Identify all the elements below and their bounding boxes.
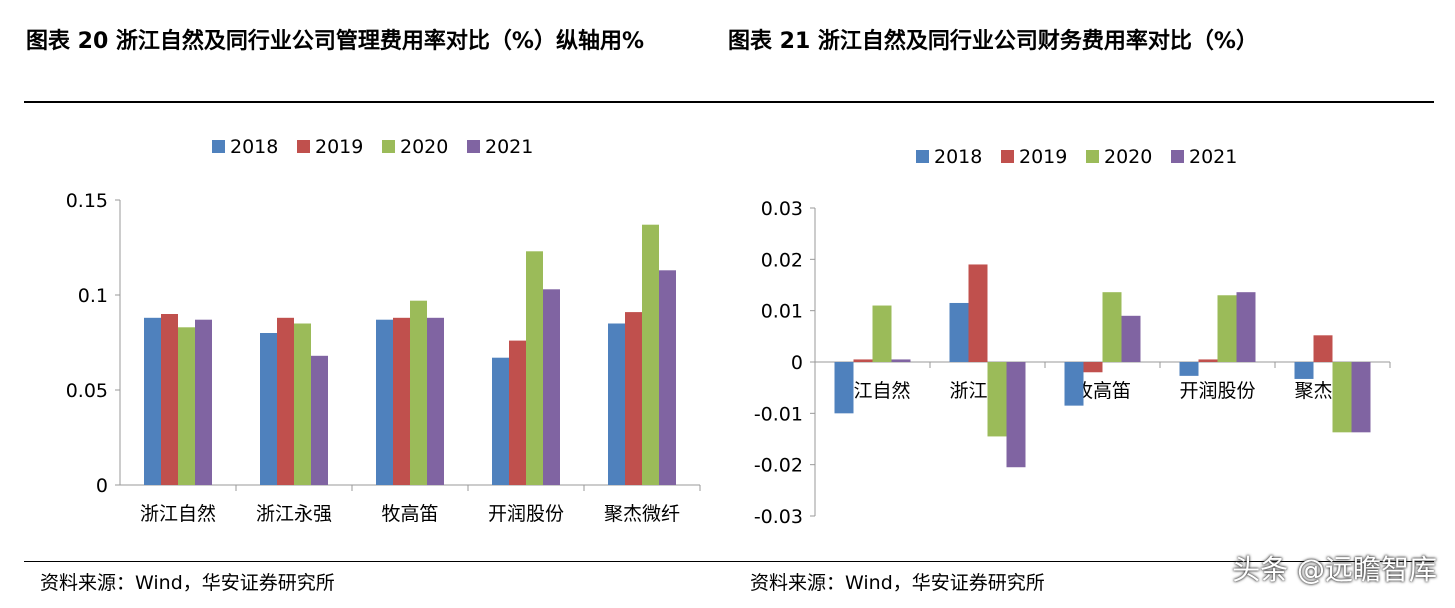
chart2-legend-swatch-2019 — [1001, 150, 1014, 163]
chart1-y-tick-label: 0 — [96, 475, 108, 497]
chart2-category-label: 牧高笛 — [1074, 380, 1131, 402]
chart2-legend-label: 2018 — [934, 146, 982, 168]
chart1-category-label: 聚杰微纤 — [604, 503, 680, 525]
chart1-legend-label: 2019 — [315, 136, 363, 158]
chart2-bar-2018 — [1179, 362, 1199, 376]
chart2-bar-2019 — [1083, 362, 1103, 373]
chart1-bar-2018 — [144, 317, 161, 485]
watermark: 头条 @远瞻智库 — [1232, 553, 1437, 586]
chart1-y-tick-label: 0.1 — [78, 285, 108, 307]
bottom-divider — [24, 561, 1434, 562]
chart2-bar-2019 — [1198, 359, 1218, 362]
chart2-y-tick-label: 0.01 — [761, 301, 803, 323]
chart1-category-label: 浙江自然 — [140, 503, 216, 525]
chart2-legend-swatch-2020 — [1086, 150, 1099, 163]
chart2-bar-2020 — [987, 362, 1007, 437]
chart1-legend-swatch-2018 — [212, 140, 225, 153]
top-divider — [24, 101, 1434, 103]
chart1-category-label: 开润股份 — [488, 503, 564, 525]
left-chart-title: 图表 20 浙江自然及同行业公司管理费用率对比（%）纵轴用% — [26, 29, 645, 54]
chart2-bar-2020 — [1217, 295, 1237, 362]
chart1-bar-2021 — [543, 289, 560, 485]
chart2-legend-label: 2021 — [1189, 146, 1237, 168]
chart1-bar-2021 — [659, 270, 676, 485]
chart1-category-label: 浙江永强 — [256, 503, 332, 525]
chart1-bar-2020 — [526, 251, 543, 485]
chart2-bar-2021 — [1351, 362, 1371, 433]
chart1-bar-2021 — [311, 355, 328, 485]
chart2-y-tick-label: 0.02 — [761, 249, 803, 271]
chart2-bar-2020 — [872, 305, 892, 362]
chart2-y-tick-label: 0 — [791, 352, 803, 374]
chart2-category-label: 开润股份 — [1179, 380, 1255, 402]
chart1-bar-2018 — [608, 323, 625, 485]
chart1-bar-2018 — [260, 333, 277, 485]
chart1-bar-2021 — [195, 319, 212, 485]
chart2-legend-swatch-2018 — [916, 150, 929, 163]
chart1-bar-2019 — [625, 312, 642, 485]
chart1-bar-2020 — [642, 224, 659, 485]
chart1-bar-2019 — [509, 340, 526, 485]
chart2-legend-label: 2020 — [1104, 146, 1152, 168]
chart2-y-tick-label: -0.03 — [754, 506, 803, 528]
chart2-y-tick-label: 0.03 — [761, 198, 803, 220]
chart1-bar-2020 — [410, 300, 427, 485]
chart2-bar-2021 — [1121, 315, 1141, 362]
chart2-bar-2021 — [1006, 362, 1026, 468]
chart2-bar-2021 — [891, 359, 911, 362]
chart2-bar-2018 — [1064, 362, 1084, 406]
chart1-bar-2019 — [393, 317, 410, 485]
chart1-legend-swatch-2019 — [297, 140, 310, 153]
chart1-bar-2019 — [277, 317, 294, 485]
chart2-bar-2019 — [853, 359, 873, 362]
right-source: 资料来源：Wind，华安证券研究所 — [750, 572, 1045, 594]
chart2-bar-2019 — [1313, 335, 1333, 362]
chart1-y-tick-label: 0.05 — [66, 380, 108, 402]
chart1-bar-2021 — [427, 317, 444, 485]
chart2-bar-2019 — [968, 264, 988, 362]
right-chart-title: 图表 21 浙江自然及同行业公司财务费用率对比（%） — [728, 29, 1258, 54]
chart2-bar-2021 — [1236, 292, 1256, 362]
chart1-legend-label: 2018 — [230, 136, 278, 158]
chart1-bar-2019 — [161, 314, 178, 485]
chart1-legend-swatch-2020 — [382, 140, 395, 153]
chart2-bar-2020 — [1332, 362, 1352, 433]
chart1-legend-label: 2020 — [400, 136, 448, 158]
chart2-y-tick-label: -0.01 — [754, 403, 803, 425]
chart1-bar-2018 — [376, 319, 393, 485]
chart2-bar-2018 — [1294, 362, 1314, 379]
chart1-legend-label: 2021 — [485, 136, 533, 158]
chart1-bar-2018 — [492, 357, 509, 485]
chart2-bar-2018 — [834, 362, 854, 414]
chart1-category-label: 牧高笛 — [381, 503, 438, 525]
chart2-legend-swatch-2021 — [1171, 150, 1184, 163]
chart1-y-tick-label: 0.15 — [66, 190, 108, 212]
chart1-bar-2020 — [294, 323, 311, 485]
chart2-bar-2020 — [1102, 292, 1122, 362]
chart1-legend-swatch-2021 — [467, 140, 480, 153]
left-source: 资料来源：Wind，华安证券研究所 — [40, 572, 335, 594]
chart1-bar-2020 — [178, 327, 195, 485]
chart2-legend-label: 2019 — [1019, 146, 1067, 168]
chart2-y-tick-label: -0.02 — [754, 455, 803, 477]
chart2-bar-2018 — [949, 302, 969, 362]
